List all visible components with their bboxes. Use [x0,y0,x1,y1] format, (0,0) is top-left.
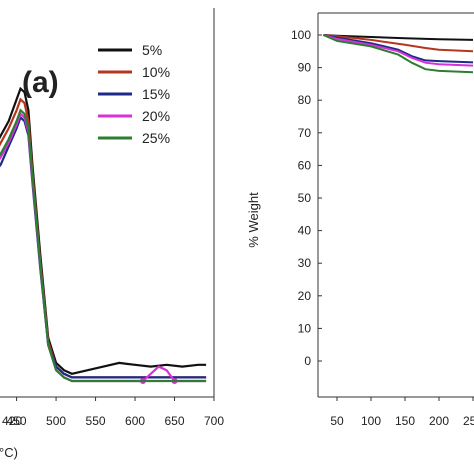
legend-label-25pct: 25% [142,130,170,146]
legend-label-5pct: 5% [142,42,162,58]
panel-b-x-tick-label: 50 [330,414,344,428]
panel-b-x-tick-label: 200 [429,414,449,428]
panel-b-y-tick-label: 90 [298,61,312,75]
panel-b-series-10pct [323,34,474,53]
panel-b-ticks: 0 10 20 30 40 50 60 70 80 90 100 50 100 150 200 250 [291,28,474,428]
legend-label-15pct: 15% [142,86,170,102]
panel-b-y-axis-title: % Weight [246,192,261,248]
panel-b-x-tick-label: 100 [361,414,381,428]
panel-a-x-tick-label: 450 [7,414,27,428]
panel-a-series-5pct [0,86,207,375]
legend-label-10pct: 10% [142,64,170,80]
panel-a-label: (a) [22,66,59,99]
panel-b-y-tick-label: 20 [298,289,312,303]
panel-b-y-tick-label: 10 [298,321,312,335]
panel-a-x-tick-label: 500 [46,414,66,428]
panel-a-x-tick-label: 700 [204,414,224,428]
panel-b-y-tick-label: 80 [298,93,312,107]
panel-b-x-tick-label: 250 [463,414,474,428]
panel-a-x-tick-label: 420 [2,414,22,428]
panel-b-y-tick-label: 60 [298,158,312,172]
panel-b-series [323,34,474,74]
panel-b-y-tick-label: 70 [298,126,312,140]
panel-b-y-tick-label: 50 [298,191,312,205]
panel-b-series-20pct [323,34,474,67]
panel-a-x-tick-label: 650 [165,414,185,428]
panel-a-series-25pct [0,108,207,383]
panel-a-series [0,86,207,384]
panel-a-series-10pct [0,97,207,379]
panel-b-y-tick-label: 100 [291,28,311,42]
panel-b-y-tick-label: 30 [298,256,312,270]
panel-b-chart: 0 10 20 30 40 50 60 70 80 90 100 50 100 150 200 250 % W… [246,12,474,428]
panel-b-series-25pct [323,34,474,74]
panel-b-y-tick-label: 0 [304,354,311,368]
legend-label-20pct: 20% [142,108,170,124]
legend: 5% 10% 15% 20% 25% [98,42,170,146]
panel-a-x-axis-title: °C) [0,445,18,460]
panel-a-x-tick-label: 550 [86,414,106,428]
panel-a-x-tick-label: 600 [125,414,145,428]
panel-b-x-tick-label: 150 [395,414,415,428]
panel-b-y-tick-label: 40 [298,224,312,238]
panel-b-series-15pct [323,34,474,64]
